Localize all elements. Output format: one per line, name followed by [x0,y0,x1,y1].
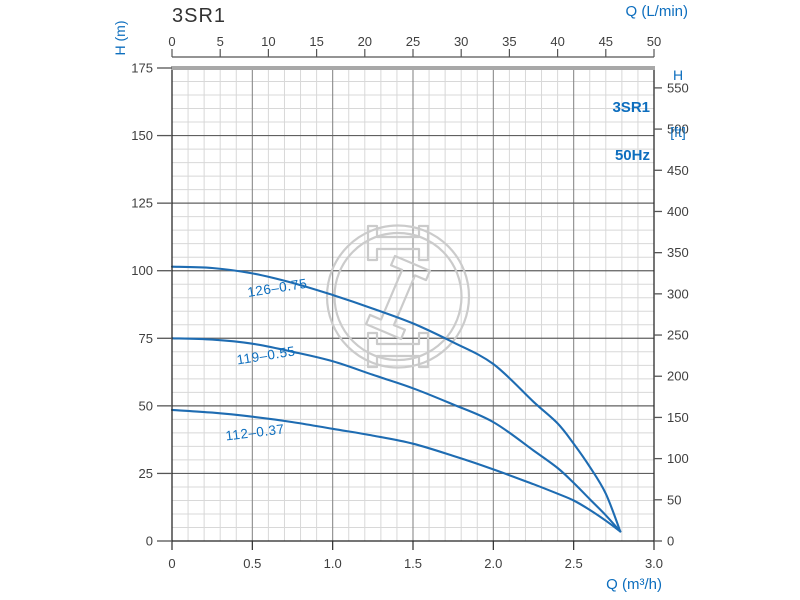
right-axis-label-unit: [ft] [670,124,686,140]
tick-label: 200 [667,369,689,384]
right-axis-label: H [ft] [659,28,697,180]
tick-label: 100 [667,451,689,466]
tick-label: 450 [667,163,689,178]
tick-label: 550 [667,80,689,95]
left-axis: 0 25 50 75 100 125 150 175 [131,61,172,549]
tick-label: 20 [358,34,372,49]
tick-label: 0.5 [243,556,261,571]
tick-label: 1.5 [404,556,422,571]
tick-label: 40 [550,34,564,49]
tick-label: 50 [647,34,661,49]
tick-label: 250 [667,328,689,343]
bottom-axis: 0 0.5 1.0 1.5 2.0 2.5 3.0 [168,541,663,571]
tick-label: 350 [667,245,689,260]
curve-label: 119–0.55 [236,343,297,367]
tick-label: 50 [139,398,153,413]
tick-label: 2.0 [484,556,502,571]
tick-label: 400 [667,204,689,219]
tick-label: 0 [168,34,175,49]
tick-label: 0 [146,534,153,549]
tick-label: 3.0 [645,556,663,571]
tick-label: 25 [406,34,420,49]
tick-label: 150 [667,410,689,425]
top-axis-label: Q (L/min) [625,3,688,20]
right-axis-label-symbol: H [672,67,684,83]
tick-label: 500 [667,122,689,137]
tick-label: 100 [131,263,153,278]
tick-label: 1.0 [324,556,342,571]
bottom-axis-label: Q (m³/h) [606,576,662,593]
model-frequency-label: 3SR1 50Hz [530,68,650,196]
top-axis: 0 5 10 15 20 25 30 35 40 45 50 [168,34,661,58]
curve-label: 112–0.37 [225,421,286,443]
tick-label: 75 [139,331,153,346]
tick-label: 10 [261,34,275,49]
tick-label: 15 [309,34,323,49]
tick-label: 25 [139,466,153,481]
tick-label: 300 [667,286,689,301]
series-curve-112–0.37: 112–0.37 [170,408,622,533]
right-axis: 0 50 100 150 200 250 300 350 400 450 500 550 [654,80,689,549]
tick-label: 2.5 [565,556,583,571]
frequency-label: 50Hz [614,147,650,164]
tick-label: 5 [217,34,224,49]
tick-label: 150 [131,128,153,143]
model-label: 3SR1 [612,99,650,116]
tick-label: 45 [599,34,613,49]
curve-label: 126–0.75 [246,276,308,300]
tick-label: 0 [667,534,674,549]
tick-label: 175 [131,61,153,76]
tick-label: 0 [168,556,175,571]
tick-label: 35 [502,34,516,49]
tick-label: 30 [454,34,468,49]
page-title: 3SR1 [172,5,227,27]
left-axis-label: H (m) [112,20,128,56]
tick-label: 125 [131,196,153,211]
grid-major [172,68,654,541]
tick-label: 50 [667,492,681,507]
